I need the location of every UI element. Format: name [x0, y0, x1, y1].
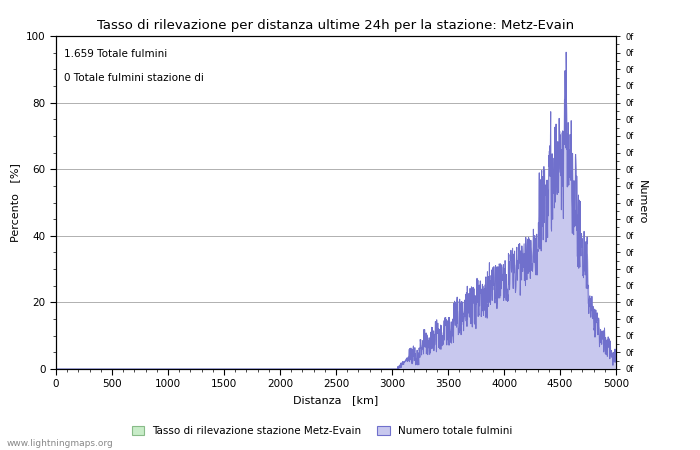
Title: Tasso di rilevazione per distanza ultime 24h per la stazione: Metz-Evain: Tasso di rilevazione per distanza ultime… [97, 19, 575, 32]
Legend: Tasso di rilevazione stazione Metz-Evain, Numero totale fulmini: Tasso di rilevazione stazione Metz-Evain… [127, 422, 517, 440]
X-axis label: Distanza   [km]: Distanza [km] [293, 395, 379, 405]
Text: www.lightningmaps.org: www.lightningmaps.org [7, 439, 113, 448]
Y-axis label: Percento   [%]: Percento [%] [10, 163, 20, 242]
Y-axis label: Numero: Numero [637, 180, 648, 225]
Text: 1.659 Totale fulmini: 1.659 Totale fulmini [64, 50, 168, 59]
Text: 0 Totale fulmini stazione di: 0 Totale fulmini stazione di [64, 72, 204, 83]
